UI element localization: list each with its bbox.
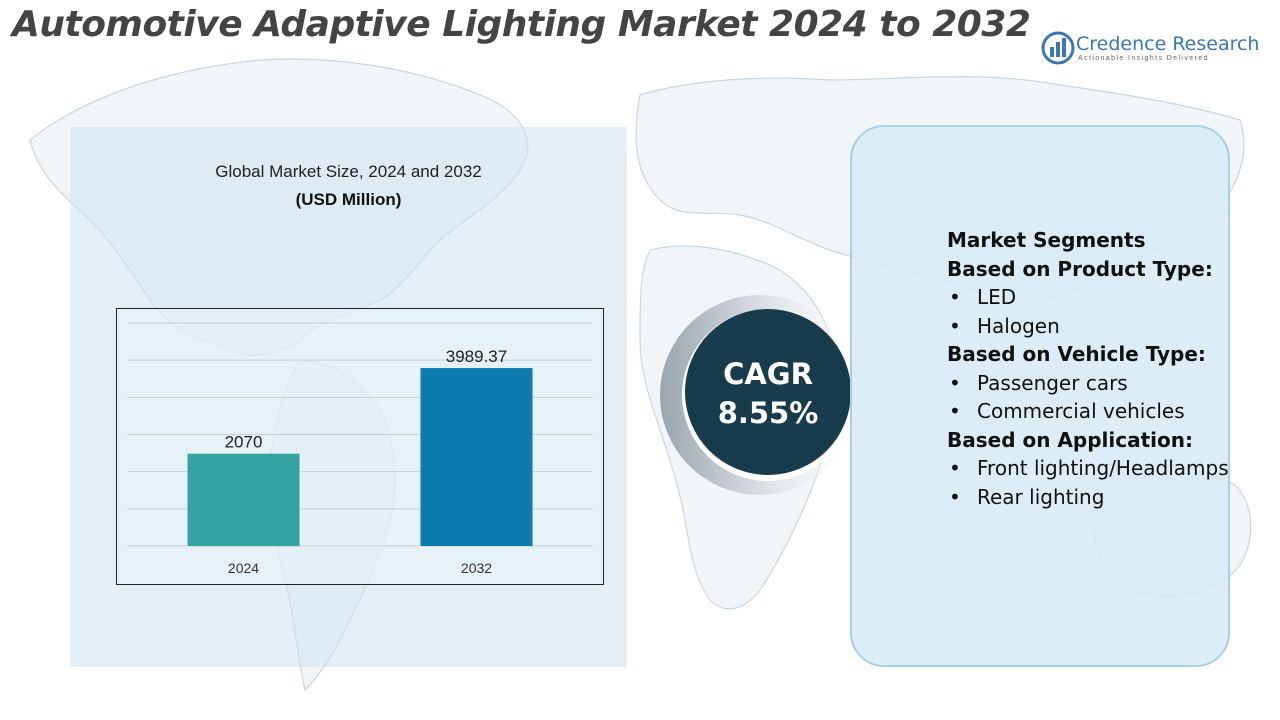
product-type-list: LED Halogen	[947, 283, 1237, 340]
cagr-label: CAGR	[723, 357, 813, 391]
bar-chart-frame: 2070 2024 3989.37 2032	[116, 308, 604, 585]
data-label-2032: 3989.37	[446, 347, 507, 366]
x-tick-label-2032: 2032	[461, 560, 492, 576]
cagr-badge	[685, 309, 851, 475]
x-tick-label-2024: 2024	[228, 560, 259, 576]
chart-title: Global Market Size, 2024 and 2032	[215, 162, 482, 181]
logo-name: Credence Research	[1076, 33, 1260, 55]
segment-item-passenger-cars: Passenger cars	[947, 369, 1237, 398]
segment-item-commercial-vehicles: Commercial vehicles	[947, 397, 1237, 426]
application-heading: Based on Application:	[947, 427, 1193, 452]
vehicle-type-heading: Based on Vehicle Type:	[947, 342, 1206, 366]
application-list: Front lighting/Headlamps Rear lighting	[947, 454, 1237, 511]
segments-heading: Market Segments	[947, 228, 1146, 252]
segment-item-rear-lighting: Rear lighting	[947, 483, 1237, 512]
segment-item-front-lighting: Front lighting/Headlamps	[947, 454, 1237, 483]
market-segments: Market Segments Based on Product Type: L…	[947, 226, 1237, 511]
credence-research-logo: Credence Research Actionable Insights De…	[1040, 30, 1260, 70]
bar-2032	[420, 368, 533, 546]
segment-item-halogen: Halogen	[947, 312, 1237, 341]
cagr-value: 8.55%	[717, 396, 819, 430]
logo-tagline: Actionable Insights Delivered	[1078, 55, 1209, 62]
vehicle-type-list: Passenger cars Commercial vehicles	[947, 369, 1237, 426]
segment-item-led: LED	[947, 283, 1237, 312]
chart-unit: (USD Million)	[295, 190, 402, 209]
bar-chart: 2070 2024 3989.37 2032	[127, 322, 593, 576]
bar-2024	[187, 453, 300, 546]
product-type-heading: Based on Product Type:	[947, 256, 1213, 281]
data-label-2024: 2070	[225, 433, 263, 452]
cagr-ring	[660, 295, 860, 495]
bar-chart-globe-icon	[1041, 31, 1075, 65]
page-title: Automotive Adaptive Lighting Market 2024…	[12, 4, 1031, 45]
